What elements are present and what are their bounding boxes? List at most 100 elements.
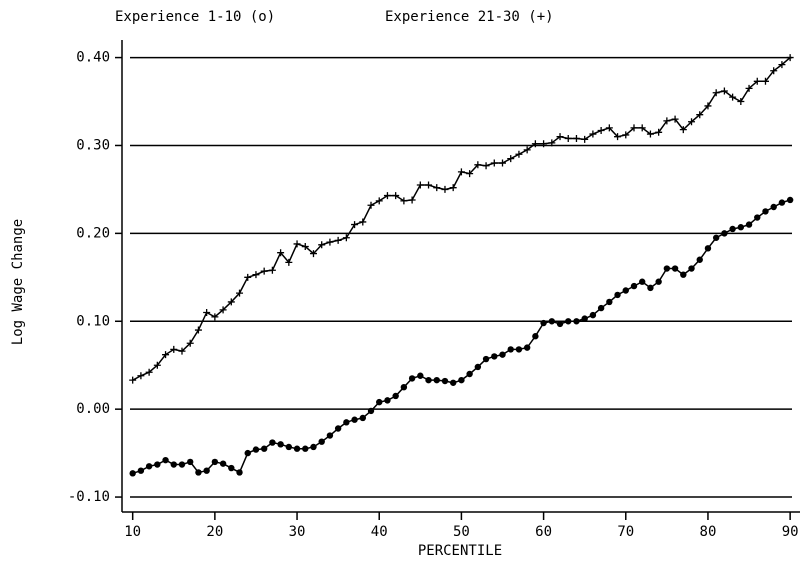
marker: [277, 441, 284, 448]
marker: [622, 131, 630, 139]
marker: [548, 318, 556, 325]
marker: [334, 425, 342, 432]
marker: [770, 203, 777, 211]
marker: [671, 115, 679, 123]
x-tick-label: 80: [700, 524, 717, 540]
y-tick-label: -0.10: [68, 489, 110, 505]
marker: [285, 443, 293, 451]
marker: [671, 265, 679, 272]
y-tick-label: 0.10: [76, 313, 110, 329]
marker: [186, 339, 194, 347]
marker: [745, 221, 753, 228]
marker: [737, 224, 745, 231]
marker: [211, 313, 219, 321]
marker: [696, 256, 703, 263]
marker: [688, 118, 696, 126]
marker: [499, 351, 506, 358]
marker: [482, 355, 490, 363]
x-tick-label: 40: [371, 524, 388, 540]
marker: [548, 139, 556, 147]
marker: [491, 353, 498, 360]
marker: [754, 214, 761, 221]
marker: [663, 117, 671, 125]
marker: [466, 370, 473, 378]
marker: [187, 458, 194, 466]
marker: [655, 128, 663, 136]
marker: [318, 438, 325, 445]
marker: [531, 140, 539, 148]
marker: [252, 271, 260, 279]
marker: [244, 273, 252, 281]
marker: [400, 197, 408, 205]
marker: [285, 258, 293, 266]
marker: [342, 234, 350, 242]
marker: [367, 407, 375, 415]
marker: [153, 361, 161, 369]
marker: [466, 170, 474, 178]
marker: [606, 298, 613, 306]
marker: [211, 458, 219, 466]
x-tick-label: 30: [289, 524, 306, 540]
series-line: [132, 199, 791, 475]
x-tick-label: 50: [453, 524, 470, 540]
marker: [499, 159, 507, 167]
marker: [532, 333, 539, 340]
marker: [425, 181, 433, 189]
y-tick-label: 0.20: [76, 225, 110, 241]
marker: [408, 375, 416, 382]
marker: [318, 241, 326, 249]
marker: [507, 155, 515, 163]
marker: [762, 208, 769, 215]
series-line: [132, 57, 791, 381]
marker: [786, 196, 794, 204]
marker: [195, 469, 202, 476]
marker: [343, 419, 350, 426]
marker: [523, 146, 531, 154]
marker: [630, 282, 638, 290]
marker: [737, 98, 745, 106]
marker: [309, 250, 317, 258]
marker: [268, 266, 276, 274]
marker: [145, 463, 153, 470]
marker: [721, 230, 728, 237]
marker: [540, 319, 547, 327]
marker: [778, 61, 786, 69]
x-tick-label: 70: [617, 524, 634, 540]
marker: [244, 449, 251, 457]
marker: [269, 439, 276, 446]
x-axis-label: PERCENTILE: [418, 543, 502, 559]
marker: [359, 218, 367, 226]
marker: [154, 461, 161, 468]
marker: [581, 135, 589, 143]
marker: [696, 111, 704, 119]
marker: [581, 315, 588, 322]
marker: [375, 197, 383, 205]
legend-entry: Experience 1-10 (o): [115, 9, 275, 25]
marker: [326, 238, 334, 246]
marker: [597, 304, 605, 312]
marker: [227, 298, 235, 306]
marker: [589, 130, 597, 138]
marker: [786, 54, 794, 62]
marker: [326, 432, 334, 439]
marker: [482, 162, 490, 170]
marker: [334, 236, 342, 244]
y-tick-label: 0.40: [76, 50, 110, 66]
marker: [400, 383, 408, 391]
x-tick-label: 20: [206, 524, 223, 540]
marker: [639, 278, 646, 285]
marker: [441, 377, 449, 385]
marker: [515, 346, 523, 353]
marker: [178, 461, 186, 468]
marker: [679, 126, 687, 134]
marker: [614, 133, 622, 141]
marker: [614, 291, 621, 299]
marker: [753, 77, 761, 85]
marker: [219, 460, 227, 467]
marker: [712, 89, 720, 97]
marker: [178, 347, 186, 355]
marker: [359, 414, 366, 422]
marker: [729, 225, 736, 233]
marker: [680, 271, 687, 278]
marker: [162, 351, 170, 359]
